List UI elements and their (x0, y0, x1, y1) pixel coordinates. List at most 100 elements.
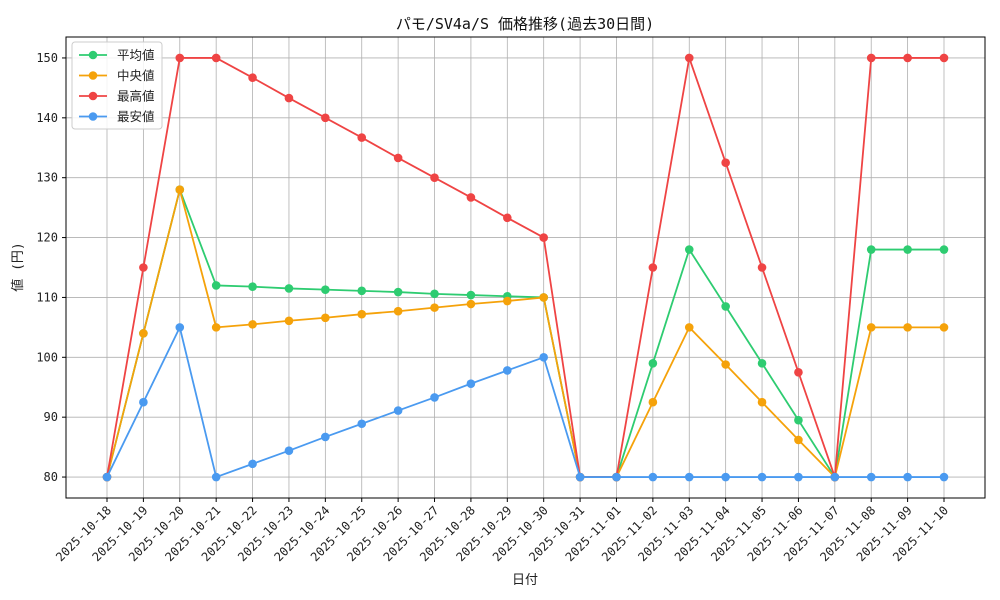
series-1-point (721, 302, 730, 311)
y-tick-label: 120 (36, 231, 58, 245)
series-4-point (211, 472, 221, 482)
series-2-point (648, 397, 658, 407)
series-1-point (684, 245, 694, 254)
series-4-point (757, 472, 767, 482)
series-4-point (903, 472, 912, 482)
y-tick-label: 140 (36, 111, 58, 125)
series-2-point (466, 299, 476, 309)
series-4-point (721, 472, 730, 482)
legend-box (71, 41, 163, 130)
series-3-point (321, 113, 330, 123)
legend-marker (88, 112, 98, 121)
series-4-point (539, 353, 548, 362)
series-1-point (939, 245, 949, 254)
series-4-point (684, 472, 694, 482)
series-2-point (684, 323, 694, 332)
series-4-point (248, 459, 257, 469)
legend-label: 平均値 (117, 48, 155, 63)
series-1-point (903, 245, 912, 254)
series-1-point (648, 358, 658, 368)
y-tick-label: 80 (44, 470, 58, 484)
series-1-point (466, 290, 476, 300)
series-group (102, 53, 949, 482)
series-2-point (357, 309, 367, 319)
series-3-point (357, 133, 367, 142)
series-3-point (466, 193, 476, 202)
series-2-point (430, 303, 439, 312)
chart-title: パモ/SV4a/S 価格推移(過去30日間) (396, 15, 654, 33)
series-1-point (248, 282, 257, 291)
legend-marker (88, 50, 98, 60)
series-2-point (503, 296, 512, 306)
series-3-point (903, 53, 912, 63)
series-2-point (721, 360, 730, 369)
series-3-point (248, 73, 257, 83)
series-4-point (139, 397, 148, 407)
series-2-point (866, 323, 876, 332)
series-4-point (830, 472, 840, 482)
series-3-point (794, 367, 803, 377)
legend-label: 中央値 (117, 68, 155, 83)
x-axis-label: 日付 (512, 573, 538, 588)
series-1-point (393, 287, 403, 297)
series-1-point (357, 286, 367, 296)
series-2-point (794, 435, 803, 445)
series-line-1 (106, 188, 944, 478)
series-4-point (612, 472, 621, 482)
series-4-point (357, 419, 367, 429)
series-3-point (721, 158, 730, 168)
y-tick-label: 150 (36, 51, 58, 65)
series-2-point (903, 323, 912, 332)
series-1-point (866, 245, 876, 254)
series-4-point (321, 432, 330, 442)
legend-label: 最安値 (117, 109, 155, 124)
series-line-2 (106, 188, 944, 478)
series-3-point (648, 263, 658, 272)
series-2-point (939, 323, 949, 332)
y-tick-label: 130 (36, 171, 58, 185)
series-4-point (466, 379, 476, 388)
y-tick-label: 100 (36, 350, 58, 364)
series-1-point (211, 281, 221, 290)
series-4-point (939, 472, 949, 482)
series-3-point (539, 233, 548, 242)
legend-label: 最高値 (117, 89, 155, 104)
series-4-point (794, 472, 803, 482)
series-1-point (430, 289, 439, 299)
y-axis-label: 値 (円) (10, 242, 26, 291)
series-1-point (794, 415, 803, 425)
series-2-point (393, 306, 403, 316)
series-2-point (757, 397, 767, 407)
series-3-point (211, 53, 221, 63)
series-4-point (503, 366, 512, 375)
series-2-point (175, 185, 185, 194)
series-2-point (248, 320, 257, 329)
series-4-point (393, 406, 403, 415)
series-2-point (139, 329, 148, 338)
series-4-point (102, 472, 112, 482)
series-1-point (757, 358, 767, 368)
series-2-point (284, 316, 294, 326)
series-2-point (321, 313, 330, 323)
series-4-point (648, 472, 658, 482)
series-3-point (139, 263, 148, 272)
y-tick-label: 90 (44, 410, 58, 424)
series-3-point (284, 93, 294, 103)
series-4-point (284, 446, 294, 456)
series-3-point (757, 263, 767, 272)
series-3-point (430, 173, 439, 182)
series-line-4 (106, 326, 944, 478)
legend-marker (88, 71, 98, 80)
series-1-point (284, 284, 294, 293)
series-line-3 (106, 57, 944, 478)
series-3-point (503, 213, 512, 223)
series-2-point (211, 323, 221, 332)
series-3-point (939, 53, 949, 63)
series-4-point (866, 472, 876, 482)
y-tick-label: 110 (36, 290, 58, 304)
series-3-point (175, 53, 185, 63)
series-4-point (430, 393, 439, 402)
